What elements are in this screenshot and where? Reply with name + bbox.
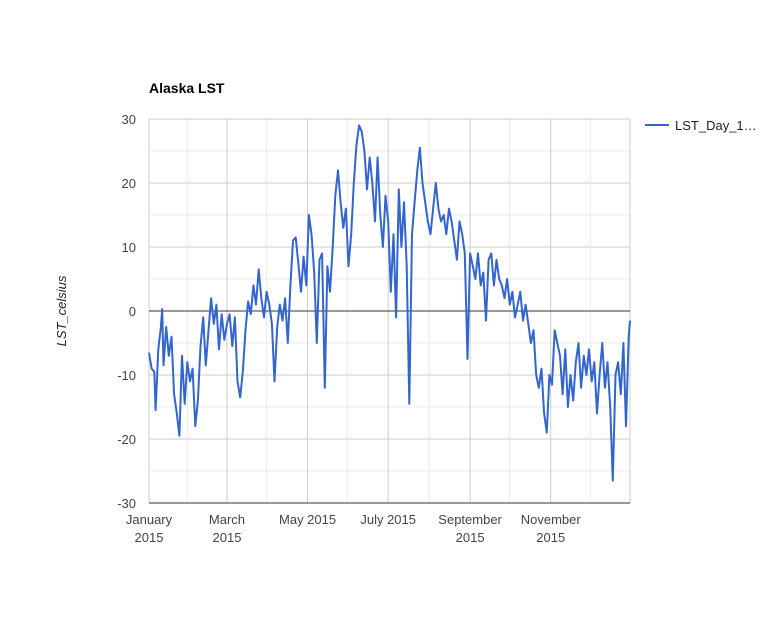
y-tick-label: -30	[117, 496, 136, 511]
y-tick-label: 0	[129, 304, 136, 319]
x-tick-label-year: 2015	[135, 530, 164, 545]
x-tick-label: July 2015	[360, 512, 416, 527]
x-tick-label: May 2015	[279, 512, 336, 527]
x-tick-label: January	[126, 512, 173, 527]
x-tick-label-year: 2015	[536, 530, 565, 545]
y-tick-label: 30	[122, 112, 136, 127]
y-tick-label: -10	[117, 368, 136, 383]
y-tick-label: 20	[122, 176, 136, 191]
y-axis-label: LST_celsius	[54, 275, 69, 346]
y-tick-label: -20	[117, 432, 136, 447]
chart-legend[interactable]: LST_Day_1…	[645, 118, 757, 133]
x-tick-label: March	[209, 512, 245, 527]
chart-series	[148, 124, 631, 482]
series-line	[148, 124, 631, 482]
x-axis-ticks: January 2015 March 2015 May 2015 July 2015 Sep…	[126, 512, 581, 545]
x-tick-label-year: 2015	[213, 530, 242, 545]
y-tick-label: 10	[122, 240, 136, 255]
x-tick-label: September	[438, 512, 502, 527]
x-tick-label: November	[521, 512, 582, 527]
chart-title: Alaska LST	[149, 80, 225, 96]
x-tick-label-year: 2015	[456, 530, 485, 545]
y-axis-ticks: 30 20 10 0 -10 -20 -30	[117, 112, 136, 511]
legend-label: LST_Day_1…	[675, 118, 757, 133]
